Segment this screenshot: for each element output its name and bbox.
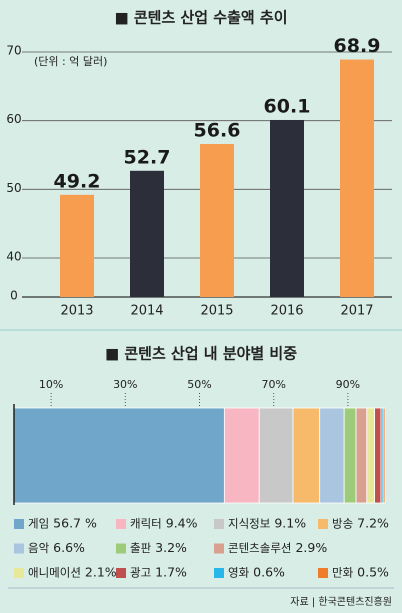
bar-segment bbox=[366, 407, 376, 504]
legend-label: 영화 bbox=[228, 566, 250, 580]
value-label: 56.6 bbox=[194, 120, 241, 142]
bar-segment bbox=[292, 407, 321, 504]
bar bbox=[60, 194, 94, 297]
x-tick-label: 2014 bbox=[130, 304, 163, 319]
x-tick-label: 2015 bbox=[200, 304, 233, 319]
bar-segment bbox=[374, 407, 382, 504]
legend-label: 만화 bbox=[332, 566, 354, 580]
legend-value: 2.9% bbox=[295, 540, 327, 555]
bar-segment bbox=[258, 407, 294, 504]
bar bbox=[130, 170, 164, 297]
value-label: 60.1 bbox=[264, 95, 311, 117]
x-tick-label: 10% bbox=[39, 378, 63, 391]
legend-swatch bbox=[318, 519, 328, 529]
legend-label: 방송 bbox=[332, 517, 353, 531]
bar-segment bbox=[343, 407, 357, 504]
y-tick-label: 70 bbox=[6, 44, 21, 58]
legend-label: 출판 bbox=[130, 541, 152, 555]
x-tick-label: 70% bbox=[261, 378, 285, 391]
y-tick-label: 50 bbox=[6, 181, 21, 195]
legend-value: 9.4% bbox=[166, 516, 198, 531]
legend-value: 6.6% bbox=[53, 540, 85, 555]
chart-title: ■ 콘텐츠 산업 내 분야별 비중 bbox=[105, 345, 297, 363]
y-tick-label: 0 bbox=[10, 289, 18, 303]
bar bbox=[200, 144, 234, 297]
legend-swatch bbox=[116, 543, 126, 554]
legend-label: 콘텐츠솔루션 bbox=[228, 541, 291, 555]
legend-swatch bbox=[214, 519, 224, 529]
legend-swatch bbox=[116, 568, 126, 578]
legend-label: 지식정보 bbox=[228, 517, 270, 531]
legend-value: 0.6% bbox=[253, 565, 285, 580]
bar-segment bbox=[355, 407, 368, 504]
x-tick-label: 2017 bbox=[340, 304, 373, 319]
legend-label: 게임 bbox=[28, 517, 49, 531]
legend-swatch bbox=[116, 519, 126, 529]
bar bbox=[270, 119, 304, 297]
legend-label: 음악 bbox=[28, 541, 50, 555]
legend-value: 56.7 % bbox=[53, 516, 97, 531]
bar bbox=[340, 59, 374, 298]
legend-value: 1.7% bbox=[155, 565, 187, 580]
legend-label: 광고 bbox=[130, 566, 151, 580]
legend-value: 9.1% bbox=[274, 516, 306, 531]
bar-segment bbox=[223, 407, 260, 504]
legend-swatch bbox=[14, 519, 24, 529]
legend-swatch bbox=[14, 543, 24, 554]
legend-swatch bbox=[214, 568, 224, 578]
x-tick-label: 2013 bbox=[60, 304, 93, 319]
value-label: 52.7 bbox=[124, 146, 171, 168]
unit-label: (단위 : 억 달러) bbox=[34, 55, 107, 68]
x-tick-label: 2016 bbox=[270, 304, 303, 319]
legend-label: 캐릭터 bbox=[130, 517, 162, 531]
y-tick-label: 40 bbox=[6, 250, 21, 264]
legend-value: 0.5% bbox=[357, 565, 389, 580]
legend-label: 애니메이션 bbox=[28, 566, 81, 580]
y-tick-label: 60 bbox=[6, 112, 21, 126]
x-tick-label: 50% bbox=[187, 378, 211, 391]
legend-value: 7.2% bbox=[357, 516, 389, 531]
bar-segment bbox=[319, 407, 345, 504]
source: 자료 | 한국콘텐츠진흥원 bbox=[290, 595, 392, 608]
legend-value: 2.1% bbox=[85, 565, 117, 580]
x-tick-label: 30% bbox=[113, 378, 137, 391]
legend-swatch bbox=[318, 568, 328, 578]
value-label: 49.2 bbox=[54, 170, 101, 192]
bar-segment bbox=[382, 407, 386, 504]
x-tick-label: 90% bbox=[336, 378, 360, 391]
chart-title: ■ 콘텐츠 산업 수출액 추이 bbox=[114, 9, 287, 27]
legend-value: 3.2% bbox=[155, 540, 187, 555]
legend-swatch bbox=[214, 543, 224, 554]
bar-segment bbox=[13, 407, 225, 504]
legend-swatch bbox=[14, 568, 24, 578]
value-label: 68.9 bbox=[334, 35, 381, 57]
